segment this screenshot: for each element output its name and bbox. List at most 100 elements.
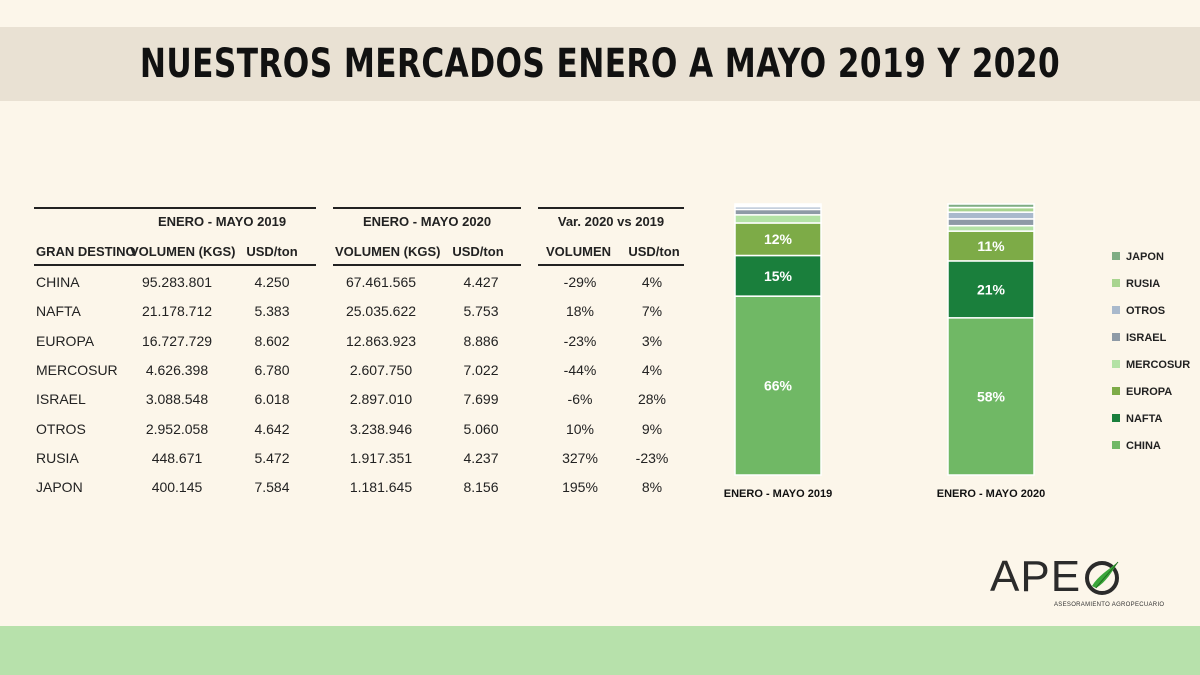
table-cell-r7-c5: 195% <box>562 479 598 495</box>
col-header-5: VOLUMEN <box>546 244 611 259</box>
table-cell-r2-c2: 8.602 <box>254 333 290 349</box>
stacked-bar-chart: 66% 15% 12% ENERO - MAYO 2019 58% 21% 11% ENERO… <box>724 203 1190 500</box>
legend-swatch-israel <box>1112 333 1120 341</box>
col-header-2: USD/ton <box>246 244 298 259</box>
table-cell-r5-c0: OTROS <box>36 421 86 437</box>
page-title: NUESTROS MERCADOS ENERO A MAYO 2019 Y 20… <box>139 41 1061 87</box>
table-cell-r4-c6: 28% <box>637 391 667 407</box>
table-cell-r5-c1: 2.952.058 <box>145 421 209 437</box>
table-cell-r1-c4: 5.753 <box>463 303 499 319</box>
category-label-0: ENERO - MAYO 2019 <box>724 488 832 500</box>
data-label-1-2: 11% <box>977 238 1005 254</box>
table-cell-r3-c4: 7.022 <box>463 362 499 378</box>
bar-0-israel <box>734 208 822 216</box>
bar-1-mercosur <box>947 224 1035 232</box>
legend-label-japon: JAPON <box>1126 251 1164 263</box>
legend-swatch-otros <box>1112 306 1120 314</box>
bar-1-israel <box>947 218 1035 227</box>
bar-0-europa <box>734 222 822 257</box>
rule-top-2019 <box>34 207 316 209</box>
col-header-3: VOLUMEN (KGS) <box>335 244 441 259</box>
rule-head-var <box>538 264 684 266</box>
bar-0-mercosur <box>734 214 822 224</box>
table-cell-r0-c3: 67.461.565 <box>345 274 417 290</box>
bar-1-otros <box>947 211 1035 220</box>
table-cell-r0-c2: 4.250 <box>254 274 290 290</box>
table-cell-r5-c5: 10% <box>565 421 595 437</box>
table-cell-r0-c5: -29% <box>563 274 597 290</box>
table-cell-r2-c0: EUROPA <box>36 333 95 349</box>
table-cell-r5-c2: 4.642 <box>254 421 290 437</box>
rule-top-2020 <box>333 207 521 209</box>
table-cell-r3-c1: 4.626.398 <box>145 362 209 378</box>
category-label-1: ENERO - MAYO 2020 <box>937 488 1045 500</box>
table-cell-r6-c5: 327% <box>562 450 598 466</box>
leaf-o-icon <box>1085 561 1119 595</box>
table-cell-r7-c4: 8.156 <box>463 479 499 495</box>
table-cell-r1-c3: 25.035.622 <box>345 303 417 319</box>
legend-label-china: CHINA <box>1126 440 1161 452</box>
legend-swatch-europa <box>1112 387 1120 395</box>
table-cell-r6-c1: 448.671 <box>151 450 203 466</box>
table-cell-r2-c4: 8.886 <box>463 333 499 349</box>
table-cell-r1-c2: 5.383 <box>254 303 290 319</box>
table-cell-r1-c5: 18% <box>565 303 595 319</box>
legend-label-mercosur: MERCOSUR <box>1126 359 1190 371</box>
table-cell-r4-c1: 3.088.548 <box>145 391 209 407</box>
table-cell-r6-c3: 1.917.351 <box>349 450 413 466</box>
table-cell-r6-c6: -23% <box>635 450 669 466</box>
table-cell-r1-c0: NAFTA <box>36 303 81 319</box>
data-label-0-2: 12% <box>764 231 793 247</box>
data-label-1-1: 21% <box>977 281 1006 297</box>
legend-label-rusia: RUSIA <box>1126 278 1160 290</box>
table-cell-r2-c5: -23% <box>563 333 597 349</box>
table-cell-r0-c1: 95.283.801 <box>141 274 213 290</box>
table-cell-r6-c4: 4.237 <box>463 450 499 466</box>
data-label-0-1: 15% <box>764 268 793 284</box>
table-cell-r0-c0: CHINA <box>36 274 80 290</box>
table-cell-r0-c6: 4% <box>641 274 663 290</box>
bar-0-nafta <box>734 254 822 297</box>
legend-swatch-rusia <box>1112 279 1120 287</box>
table-cell-r6-c2: 5.472 <box>254 450 290 466</box>
table-cell-r7-c0: JAPON <box>36 479 83 495</box>
table-cell-r5-c3: 3.238.946 <box>349 421 413 437</box>
table-cell-r0-c4: 4.427 <box>463 274 499 290</box>
ape-logo: APE ASESORAMIENTO AGROPECUARIO <box>990 552 1164 616</box>
table-cell-r2-c1: 16.727.729 <box>141 333 213 349</box>
table-cell-r7-c3: 1.181.645 <box>349 479 413 495</box>
table-cell-r5-c6: 9% <box>641 421 663 437</box>
table-cell-r7-c2: 7.584 <box>254 479 290 495</box>
rule-head-2020 <box>333 264 521 266</box>
group-header-2020: ENERO - MAYO 2020 <box>362 214 492 229</box>
table-cell-r4-c3: 2.897.010 <box>349 391 413 407</box>
table-cell-r3-c2: 6.780 <box>254 362 290 378</box>
table-cell-r2-c6: 3% <box>641 333 663 349</box>
legend-label-europa: EUROPA <box>1126 386 1172 398</box>
table-cell-r6-c0: RUSIA <box>36 450 79 466</box>
title-band: NUESTROS MERCADOS ENERO A MAYO 2019 Y 20… <box>0 27 1200 101</box>
bar-1-japon <box>947 203 1035 209</box>
table-cell-r2-c3: 12.863.923 <box>345 333 417 349</box>
col-header-4: USD/ton <box>452 244 504 259</box>
legend-label-israel: ISRAEL <box>1126 332 1167 344</box>
rule-head-2019 <box>34 264 316 266</box>
footer-band <box>0 626 1200 675</box>
col-header-0: GRAN DESTINO <box>36 244 136 259</box>
logo-text: APE <box>990 552 1082 601</box>
table-cell-r3-c0: MERCOSUR <box>36 362 118 378</box>
table-cell-r1-c1: 21.178.712 <box>141 303 213 319</box>
group-header-2019: ENERO - MAYO 2019 <box>157 214 287 229</box>
table-cell-r1-c6: 7% <box>641 303 663 319</box>
legend-label-otros: OTROS <box>1126 305 1165 317</box>
bar-0-china <box>734 295 822 476</box>
col-header-1: VOLUMEN (KGS) <box>130 244 236 259</box>
logo-subtitle: ASESORAMIENTO AGROPECUARIO <box>1054 602 1165 608</box>
legend-swatch-mercosur <box>1112 360 1120 368</box>
table-cell-r7-c6: 8% <box>641 479 663 495</box>
legend-swatch-japon <box>1112 252 1120 260</box>
legend-swatch-nafta <box>1112 414 1120 422</box>
table-cell-r4-c0: ISRAEL <box>36 391 86 407</box>
data-label-1-0: 58% <box>977 388 1006 404</box>
markets-table: ENERO - MAYO 2019 ENERO - MAYO 2020 Var. 2… <box>0 0 700 520</box>
